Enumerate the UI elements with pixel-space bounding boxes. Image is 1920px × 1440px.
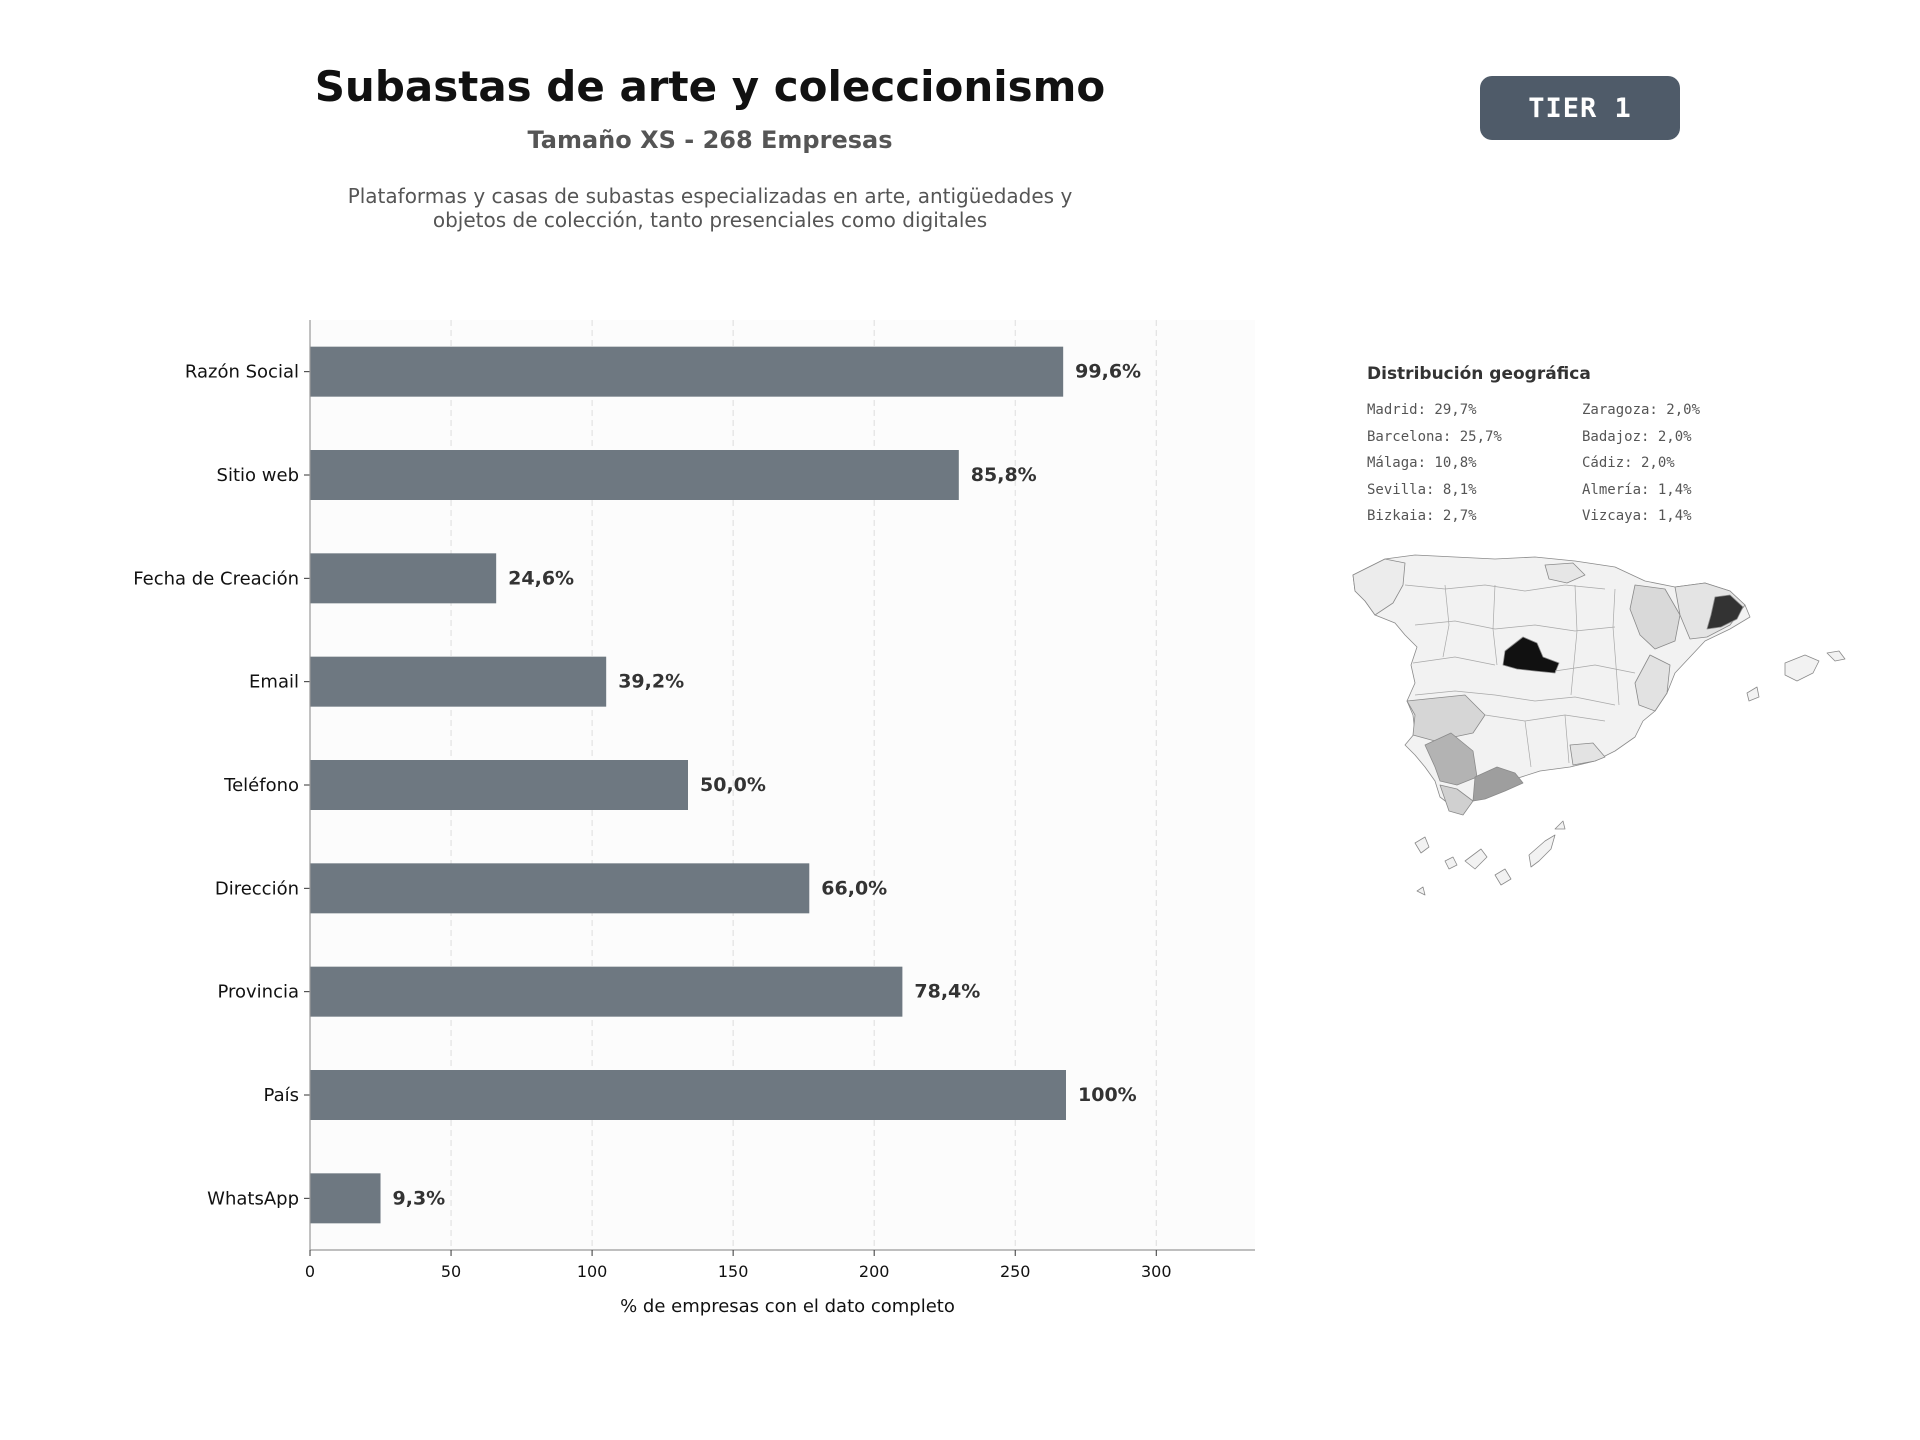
y-tick-label: Teléfono: [223, 775, 299, 796]
geo-item: Málaga: 10,8%: [1367, 455, 1477, 471]
geo-title: Distribución geográfica: [1367, 364, 1591, 384]
y-tick-label: Dirección: [215, 878, 299, 899]
description-line-1: Plataformas y casas de subastas especial…: [347, 184, 1073, 208]
y-tick-label: Sitio web: [217, 465, 299, 486]
map-borders: [1404, 584, 1636, 768]
x-tick-label: 250: [1000, 1262, 1031, 1281]
map-balearic: [1746, 686, 1760, 702]
map-balearic: [1784, 654, 1820, 682]
bar-value-label: 85,8%: [971, 464, 1037, 486]
y-tick-label: Fecha de Creación: [133, 568, 299, 589]
map-canary: [1528, 834, 1556, 868]
geo-item: Barcelona: 25,7%: [1367, 428, 1502, 445]
bar-value-label: 99,6%: [1075, 361, 1141, 383]
bar: [310, 346, 1064, 397]
bar-value-label: 50,0%: [700, 774, 766, 796]
geo-item: Badajoz: 2,0%: [1582, 428, 1692, 445]
bar: [310, 966, 903, 1017]
bar-value-label: 9,3%: [393, 1187, 446, 1209]
map-region-malaga: [1472, 766, 1524, 802]
map-canary: [1494, 868, 1512, 886]
bar-value-label: 24,6%: [508, 567, 574, 589]
y-tick-label: País: [264, 1085, 299, 1106]
bar: [310, 760, 688, 810]
y-tick-label: Email: [249, 672, 299, 693]
x-tick-label: 50: [441, 1262, 461, 1281]
geo-item: Sevilla: 8,1%: [1367, 481, 1477, 498]
x-tick-label: 300: [1141, 1262, 1172, 1281]
map-region: [1629, 584, 1681, 650]
page-subtitle: Tamaño XS - 268 Empresas: [527, 126, 893, 154]
map-canary: [1554, 820, 1566, 830]
bar-value-label: 66,0%: [821, 877, 887, 899]
map-region-sevilla: [1424, 732, 1478, 786]
map-region: [1544, 562, 1586, 584]
tier-badge: TIER 1: [1480, 76, 1680, 140]
x-axis-label: % de empresas con el dato completo: [620, 1296, 955, 1317]
y-tick-label: Razón Social: [185, 362, 299, 383]
bar: [310, 450, 959, 500]
geo-item: Almería: 1,4%: [1582, 481, 1692, 498]
spain-map: [1352, 554, 1846, 896]
map-region-madrid: [1502, 636, 1560, 674]
x-tick-label: 100: [577, 1262, 608, 1281]
bar: [310, 1070, 1066, 1120]
bar-value-label: 100%: [1078, 1084, 1137, 1106]
map-region: [1439, 784, 1474, 816]
x-tick-label: 150: [718, 1262, 749, 1281]
bar-value-label: 39,2%: [618, 671, 684, 693]
y-tick-label: Provincia: [217, 982, 299, 1003]
y-tick-label: WhatsApp: [207, 1188, 299, 1209]
bar-value-label: 78,4%: [914, 981, 980, 1003]
map-region: [1634, 654, 1671, 712]
bar: [310, 1173, 381, 1224]
bar: [310, 553, 497, 604]
map-region-barcelona: [1706, 594, 1744, 630]
bar: [310, 656, 607, 707]
geo-item: Zaragoza: 2,0%: [1582, 402, 1701, 418]
geo-item: Madrid: 29,7%: [1367, 402, 1477, 418]
page-description: Plataformas y casas de subastas especial…: [260, 184, 1160, 232]
map-region: [1352, 558, 1406, 616]
x-tick-label: 0: [305, 1262, 315, 1281]
bar: [310, 863, 810, 914]
map-region: [1569, 742, 1606, 766]
geo-item: Bizkaia: 2,7%: [1367, 508, 1477, 524]
x-tick-label: 200: [859, 1262, 890, 1281]
description-line-2: objetos de colección, tanto presenciales…: [432, 208, 988, 232]
map-canary: [1416, 886, 1426, 896]
geo-list-left: Madrid: 29,7% Barcelona: 25,7% Málaga: 1…: [1367, 397, 1502, 530]
map-canary: [1414, 836, 1430, 854]
geo-item: Vizcaya: 1,4%: [1582, 508, 1692, 524]
geo-list-right: Zaragoza: 2,0% Badajoz: 2,0% Cádiz: 2,0%…: [1582, 397, 1700, 530]
map-balearic: [1826, 650, 1846, 662]
map-canary: [1464, 848, 1488, 870]
page-title: Subastas de arte y coleccionismo: [314, 62, 1106, 111]
map-canary: [1444, 856, 1458, 870]
geo-item: Cádiz: 2,0%: [1582, 455, 1675, 471]
